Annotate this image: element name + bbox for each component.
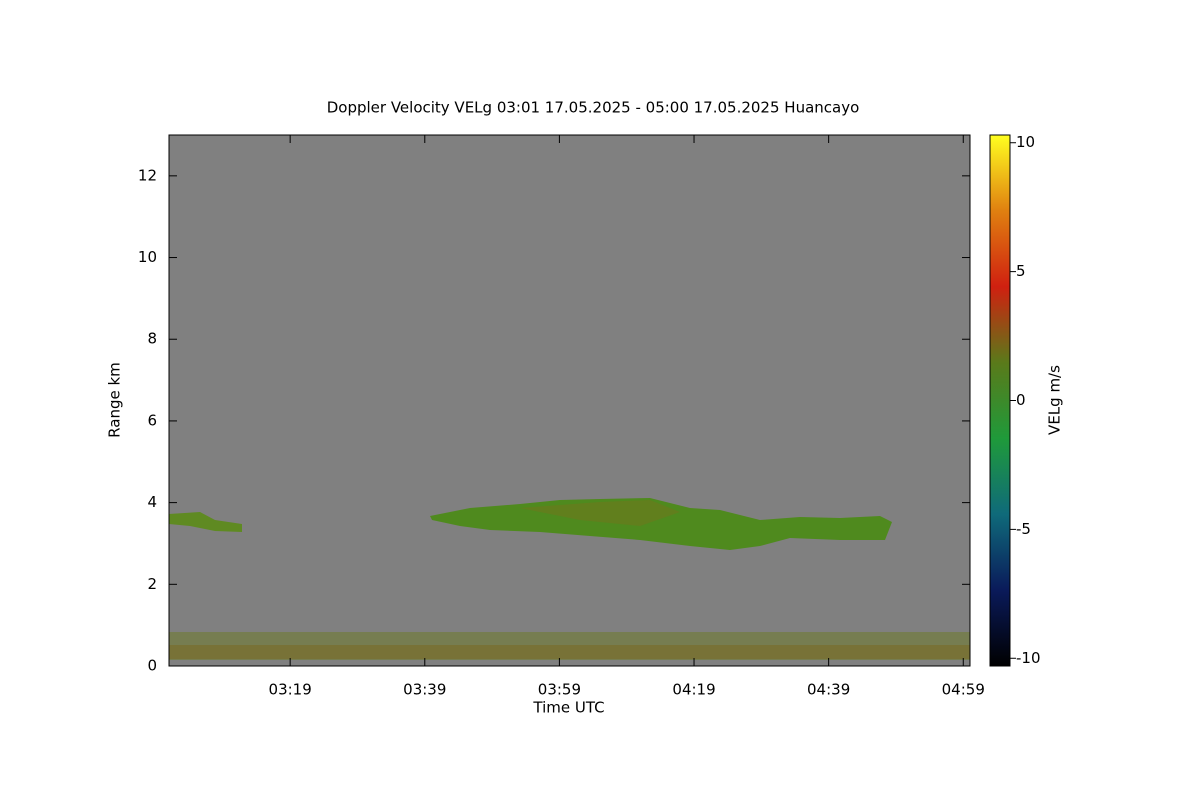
plot-area	[169, 135, 970, 666]
y-tick-label: 10	[138, 248, 157, 266]
colorbar-tick-label: 0	[1016, 391, 1026, 409]
colorbar-label: VELg m/s	[1046, 365, 1064, 435]
x-tick-label: 04:59	[942, 681, 985, 699]
colorbar-tick-label: 10	[1016, 133, 1035, 151]
x-axis-label: Time UTC	[532, 699, 604, 717]
colorbar-tick-label: -10	[1016, 649, 1041, 667]
echo-features	[169, 498, 970, 660]
y-tick-label: 6	[147, 411, 157, 429]
y-tick-label: 8	[147, 330, 157, 348]
colorbar-tick-label: -5	[1016, 520, 1031, 538]
chart-title: Doppler Velocity VELg 03:01 17.05.2025 -…	[327, 99, 860, 117]
x-tick-label: 03:59	[538, 681, 581, 699]
y-tick-label: 2	[147, 575, 157, 593]
y-axis-label: Range km	[106, 362, 124, 438]
y-tick-label: 4	[147, 493, 157, 511]
x-tick-label: 03:39	[403, 681, 446, 699]
cloud-core	[520, 500, 680, 526]
y-tick-label: 12	[138, 166, 157, 184]
x-tick-label: 04:19	[672, 681, 715, 699]
y-tick-label: 0	[147, 657, 157, 675]
cloud-layer	[169, 512, 242, 532]
near-surface-echo	[169, 645, 970, 659]
x-tick-label: 04:39	[807, 681, 850, 699]
x-tick-label: 03:19	[269, 681, 312, 699]
colorbar-tick-label: 5	[1016, 262, 1026, 280]
colorbar	[989, 134, 1011, 667]
plot-frame	[168, 134, 971, 667]
